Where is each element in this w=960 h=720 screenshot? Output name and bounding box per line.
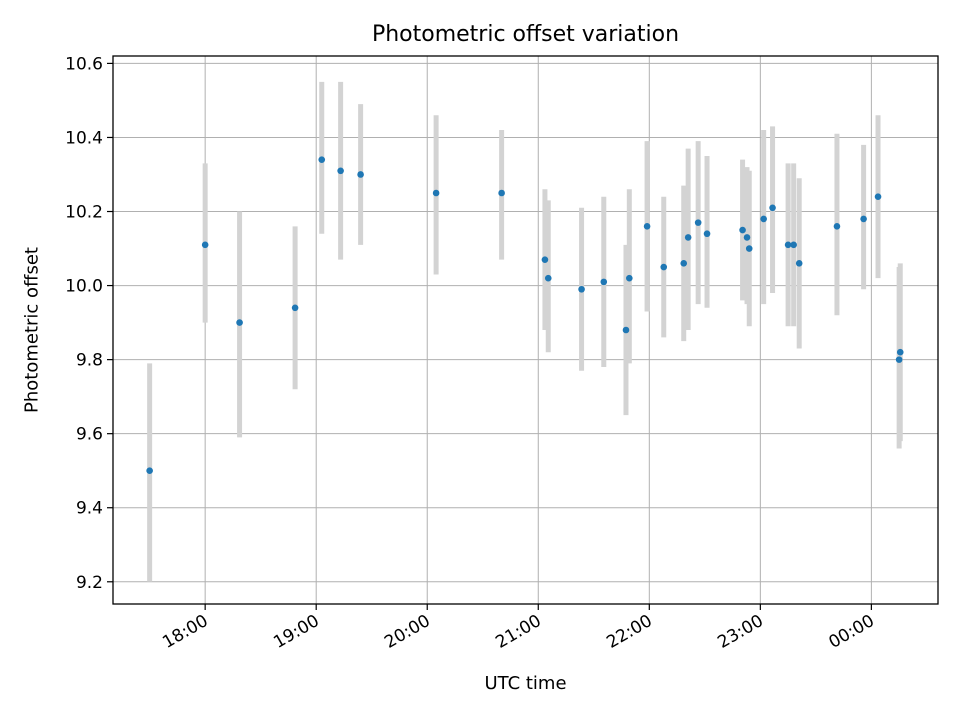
data-point (790, 241, 797, 249)
data-point (432, 189, 440, 197)
chart-title: Photometric offset variation (371, 22, 680, 47)
data-points (146, 156, 904, 475)
data-point (684, 234, 692, 241)
y-tick-label: 10.0 (65, 277, 103, 297)
y-tick-label: 10.2 (65, 203, 103, 223)
x-axis-ticks: 18:00 19:00 20:00 21:00 22:00 23:00 00:00 (159, 604, 878, 653)
x-tick-label: 23:00 (714, 611, 766, 653)
data-point (784, 241, 792, 249)
y-axis-ticks: 9.2 9.4 9.6 9.8 10.0 10.2 10.4 10.6 (65, 54, 113, 593)
x-tick-label: 22:00 (603, 611, 655, 653)
data-point (337, 167, 344, 175)
y-tick-label: 10.6 (65, 54, 103, 74)
data-point (622, 326, 630, 334)
data-point (703, 230, 711, 238)
data-point (643, 223, 651, 230)
data-point (760, 215, 767, 223)
error-bars (147, 81, 903, 582)
data-point (498, 189, 505, 197)
data-point (541, 256, 549, 263)
data-point (291, 304, 299, 312)
plot-area-frame (112, 55, 939, 605)
data-point (745, 245, 753, 252)
data-point (318, 156, 326, 163)
y-tick-label: 10.4 (65, 128, 103, 148)
data-point (146, 467, 153, 475)
x-tick-label: 19:00 (270, 611, 322, 653)
x-tick-label: 00:00 (825, 611, 877, 653)
data-point (357, 171, 364, 178)
data-point (578, 285, 585, 293)
data-point (769, 204, 776, 212)
data-point (236, 319, 243, 326)
data-point (544, 274, 552, 282)
data-point (660, 263, 668, 271)
data-point (680, 260, 688, 267)
y-tick-label: 9.8 (76, 351, 103, 371)
grid-lines (113, 56, 938, 604)
data-point (833, 223, 841, 230)
data-point (694, 219, 702, 226)
data-point (874, 193, 882, 201)
x-axis-label: UTC time (484, 673, 567, 694)
data-point (895, 356, 903, 363)
x-tick-label: 20:00 (381, 611, 433, 653)
y-tick-label: 9.2 (76, 573, 103, 593)
x-tick-label: 18:00 (159, 611, 211, 653)
data-point (201, 241, 209, 249)
data-point (795, 260, 803, 267)
y-tick-label: 9.4 (76, 499, 103, 519)
data-point (896, 348, 904, 356)
data-point (739, 226, 746, 234)
x-tick-label: 21:00 (492, 611, 544, 653)
data-point (600, 278, 608, 286)
y-tick-label: 9.6 (76, 425, 103, 445)
y-axis-label: Photometric offset (21, 247, 43, 413)
data-point (626, 274, 633, 282)
data-point (743, 234, 751, 241)
data-point (860, 215, 867, 223)
